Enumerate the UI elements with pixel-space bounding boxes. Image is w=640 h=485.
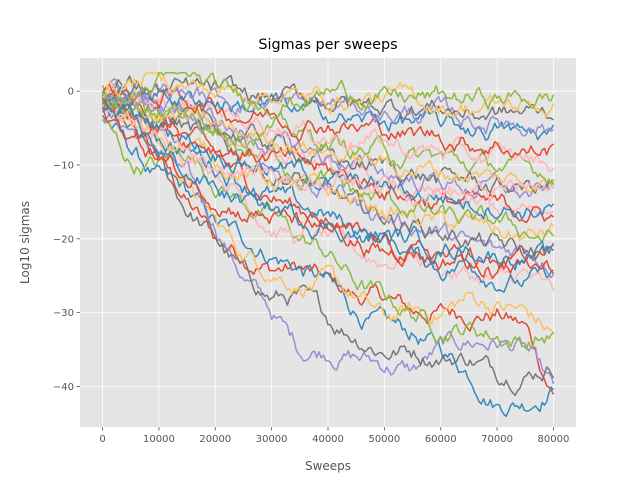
series-line xyxy=(101,103,555,397)
series-line xyxy=(101,78,554,200)
y-tick-label: −10 xyxy=(53,161,74,172)
series-line xyxy=(101,107,555,208)
series-lines xyxy=(101,72,555,418)
x-axis-ticks: 0 10000 20000 30000 40000 50000 60000 70000 8000… xyxy=(99,427,569,445)
series-line xyxy=(102,98,555,261)
series-line xyxy=(101,103,555,271)
x-tick-label: 40000 xyxy=(312,434,344,445)
x-tick-label: 10000 xyxy=(143,434,175,445)
series-line xyxy=(101,101,555,242)
x-tick-label: 80000 xyxy=(538,434,570,445)
series-line xyxy=(101,93,554,279)
series-line xyxy=(101,107,555,275)
x-axis-label: Sweeps xyxy=(305,459,351,473)
y-tick-label: 0 xyxy=(68,87,74,98)
x-tick-label: 0 xyxy=(99,434,105,445)
grid xyxy=(80,58,576,427)
series-line xyxy=(102,99,555,224)
x-tick-label: 60000 xyxy=(425,434,457,445)
series-line xyxy=(102,72,555,120)
y-tick-label: −20 xyxy=(53,234,74,245)
x-tick-label: 70000 xyxy=(481,434,513,445)
y-axis-label: Log10 sigmas xyxy=(18,201,32,284)
series-line xyxy=(101,83,554,137)
series-line xyxy=(101,96,555,335)
x-tick-label: 30000 xyxy=(256,434,288,445)
x-tick-label: 50000 xyxy=(368,434,400,445)
series-line xyxy=(102,118,555,350)
y-axis-ticks: 0 −10 −20 −30 −40 xyxy=(53,87,80,393)
y-tick-label: −30 xyxy=(53,308,74,319)
series-line xyxy=(101,95,554,293)
y-tick-label: −40 xyxy=(53,382,74,393)
series-line xyxy=(101,114,555,418)
series-line xyxy=(102,72,555,118)
x-tick-label: 20000 xyxy=(199,434,231,445)
chart-title: Sigmas per sweeps xyxy=(258,37,397,53)
